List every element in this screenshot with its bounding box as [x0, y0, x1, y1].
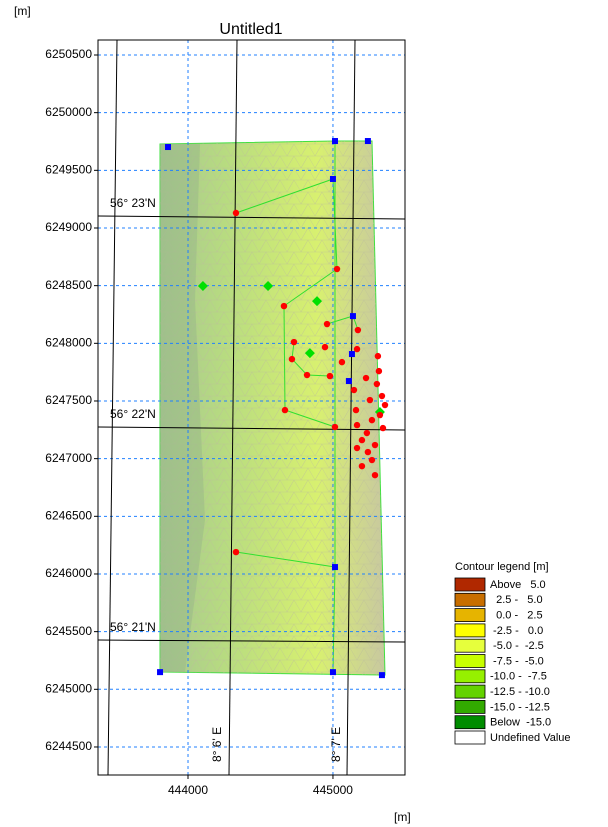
- node: [346, 378, 352, 384]
- legend-swatch: [455, 624, 485, 637]
- point: [367, 397, 373, 403]
- point: [372, 442, 378, 448]
- point: [353, 407, 359, 413]
- y-tick-label: 6250500: [45, 47, 92, 61]
- node: [379, 672, 385, 678]
- legend-swatch: [455, 670, 485, 683]
- legend-label: Above 5.0: [490, 579, 546, 591]
- node: [332, 138, 338, 144]
- legend-swatch: [455, 685, 485, 698]
- y-tick-label: 6250000: [45, 105, 92, 119]
- point: [359, 463, 365, 469]
- legend-label: 0.0 - 2.5: [490, 610, 543, 622]
- point: [355, 327, 361, 333]
- point: [377, 412, 383, 418]
- y-tick-label: 6248500: [45, 278, 92, 292]
- point: [382, 402, 388, 408]
- y-tick-label: 6249000: [45, 220, 92, 234]
- graticule-label: 56° 22'N: [110, 407, 156, 421]
- node: [349, 351, 355, 357]
- point: [351, 387, 357, 393]
- point: [327, 373, 333, 379]
- legend-swatch: [455, 655, 485, 668]
- y-tick-label: 6245500: [45, 624, 92, 638]
- point: [334, 266, 340, 272]
- legend-label: -10.0 - -7.5: [490, 671, 547, 683]
- y-tick-label: 6246000: [45, 566, 92, 580]
- point: [282, 407, 288, 413]
- point: [375, 353, 381, 359]
- legend-swatch: [455, 578, 485, 591]
- graticule-label: 56° 21'N: [110, 620, 156, 634]
- y-axis-label: [m]: [14, 4, 31, 18]
- legend-label: Below -15.0: [490, 717, 551, 729]
- legend-label: -15.0 - -12.5: [490, 701, 550, 713]
- point: [369, 457, 375, 463]
- point: [354, 445, 360, 451]
- point: [369, 417, 375, 423]
- chart: [m] Untitled1 [m] 56° 23'N 56° 22'N 56°: [0, 0, 608, 827]
- node: [332, 564, 338, 570]
- node: [350, 313, 356, 319]
- legend-label: Undefined Value: [490, 732, 571, 744]
- legend-swatch: [455, 639, 485, 652]
- legend-label: -5.0 - -2.5: [490, 640, 544, 652]
- point: [364, 430, 370, 436]
- graticule-label: 8° 7' E: [329, 727, 343, 762]
- point: [359, 437, 365, 443]
- legend-label: -7.5 - -5.0: [490, 655, 544, 667]
- point: [304, 372, 310, 378]
- legend-label: 2.5 - 5.0: [490, 594, 543, 606]
- chart-title: Untitled1: [219, 21, 282, 38]
- point: [324, 321, 330, 327]
- point: [380, 425, 386, 431]
- node: [330, 669, 336, 675]
- node: [365, 138, 371, 144]
- point: [289, 356, 295, 362]
- point: [233, 210, 239, 216]
- y-tick-label: 6245000: [45, 681, 92, 695]
- y-tick-label: 6247000: [45, 451, 92, 465]
- graticule-label: 56° 23'N: [110, 196, 156, 210]
- point: [281, 303, 287, 309]
- legend-swatch: [455, 609, 485, 622]
- node: [157, 669, 163, 675]
- point: [354, 422, 360, 428]
- legend-label: -2.5 - 0.0: [490, 625, 543, 637]
- point: [379, 393, 385, 399]
- y-tick-label: 6246500: [45, 508, 92, 522]
- point: [372, 472, 378, 478]
- legend-swatch: [455, 593, 485, 606]
- y-tick-label: 6247500: [45, 393, 92, 407]
- y-tick-label: 6248000: [45, 335, 92, 349]
- x-axis-label: [m]: [394, 810, 411, 824]
- point: [233, 549, 239, 555]
- y-tick-label: 6249500: [45, 162, 92, 176]
- point: [322, 344, 328, 350]
- point: [376, 368, 382, 374]
- graticule-label: 8° 6' E: [210, 727, 224, 762]
- node: [330, 176, 336, 182]
- point: [332, 424, 338, 430]
- point: [374, 381, 380, 387]
- legend-label: -12.5 - -10.0: [490, 686, 550, 698]
- legend-title: Contour legend [m]: [455, 561, 549, 573]
- point: [339, 359, 345, 365]
- point: [291, 339, 297, 345]
- legend-swatch: [455, 700, 485, 713]
- x-tick-label: 444000: [168, 783, 208, 797]
- y-tick-label: 6244500: [45, 739, 92, 753]
- legend-swatch: [455, 731, 485, 744]
- legend-swatch: [455, 716, 485, 729]
- node: [165, 144, 171, 150]
- x-tick-label: 445000: [313, 783, 353, 797]
- point: [363, 375, 369, 381]
- point: [354, 346, 360, 352]
- point: [365, 449, 371, 455]
